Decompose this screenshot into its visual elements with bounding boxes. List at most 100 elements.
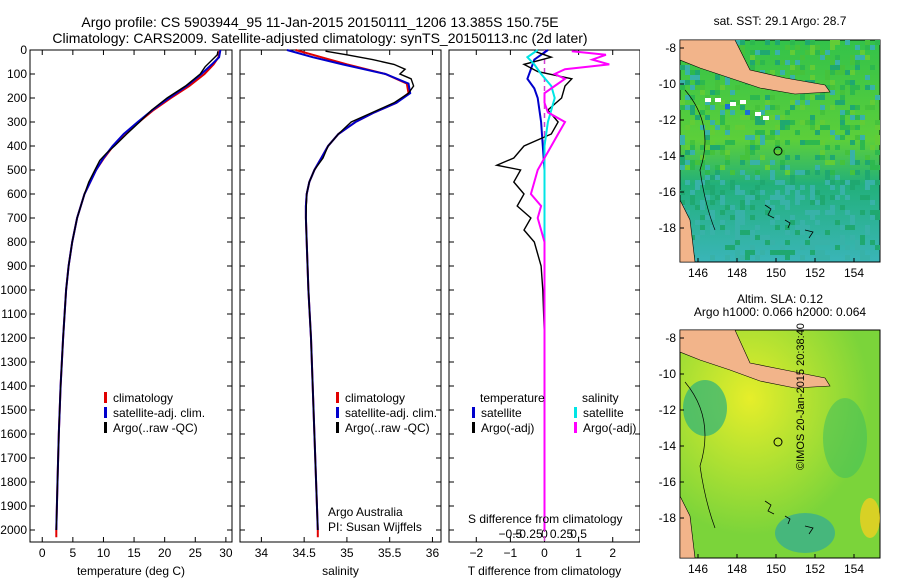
- sst-pixel: [840, 95, 845, 100]
- sst-pixel: [840, 190, 845, 195]
- sst-pixel: [810, 125, 815, 130]
- sla-low-west: [683, 380, 727, 436]
- sst-pixel: [860, 240, 865, 245]
- sst-pixel: [680, 135, 685, 140]
- sst-pixel: [845, 180, 850, 185]
- sst-pixel: [715, 170, 720, 175]
- sst-pixel: [690, 85, 695, 90]
- sst-pixel: [785, 190, 790, 195]
- sst-pixel: [720, 220, 725, 225]
- sst-pixel: [825, 70, 830, 75]
- sst-pixel: [725, 230, 730, 235]
- sst-pixel: [870, 105, 875, 110]
- sst-pixel: [715, 195, 720, 200]
- sst-pixel: [695, 160, 700, 165]
- sst-pixel: [820, 95, 825, 100]
- sst-cool-pixel: [725, 104, 730, 109]
- sst-pixel: [840, 90, 845, 95]
- x-axis-label: temperature (deg C): [77, 564, 185, 578]
- sst-pixel: [785, 155, 790, 160]
- legend-satellite-swatch: [336, 407, 339, 418]
- sst-pixel: [730, 140, 735, 145]
- sst-pixel: [825, 180, 830, 185]
- x-axis-label: T difference from climatology: [468, 564, 622, 578]
- sst-pixel: [790, 40, 795, 45]
- sst-pixel: [720, 100, 725, 105]
- sst-pixel: [745, 175, 750, 180]
- sst-pixel: [815, 220, 820, 225]
- sst-pixel: [690, 70, 695, 75]
- sst-pixel: [800, 220, 805, 225]
- sst-pixel: [820, 200, 825, 205]
- sst-pixel: [815, 130, 820, 135]
- y-tick-label: 500: [7, 163, 27, 177]
- sst-pixel: [810, 190, 815, 195]
- sst-pixel: [710, 150, 715, 155]
- legend-climatology-label: climatology: [113, 391, 174, 405]
- sst-pixel: [765, 210, 770, 215]
- profile-charts: 0100200300400500600700800900100011001200…: [0, 43, 640, 578]
- sst-pixel: [815, 240, 820, 245]
- sst-pixel: [820, 105, 825, 110]
- sst-pixel: [705, 115, 710, 120]
- sst-pixel: [735, 235, 740, 240]
- sst-pixel: [855, 115, 860, 120]
- sst-pixel: [775, 40, 780, 45]
- sst-pixel: [740, 45, 745, 50]
- sst-pixel: [745, 135, 750, 140]
- sst-pixel: [810, 195, 815, 200]
- x-tick-label: 154: [844, 266, 864, 280]
- sst-pixel: [875, 125, 880, 130]
- sst-pixel: [770, 250, 775, 255]
- sst-pixel: [735, 220, 740, 225]
- sst-pixel: [775, 115, 780, 120]
- sst-pixel: [755, 175, 760, 180]
- png-landmass: [679, 39, 831, 95]
- x-tick-label: 152: [805, 266, 825, 280]
- sst-pixel: [750, 65, 755, 70]
- sst-pixel: [695, 180, 700, 185]
- x-tick-label: 35: [340, 546, 354, 560]
- sst-pixel: [705, 165, 710, 170]
- sst-pixel: [700, 80, 705, 85]
- figure-title-line1: Argo profile: CS 5903944_95 11-Jan-2015 …: [81, 14, 559, 30]
- sst-pixel: [775, 130, 780, 135]
- annotation-line2: PI: Susan Wijffels: [328, 520, 422, 534]
- sst-pixel: [745, 195, 750, 200]
- sst-pixel: [785, 170, 790, 175]
- sst-pixel: [795, 130, 800, 135]
- sst-pixel: [770, 205, 775, 210]
- sst-axes: 146 148 150 152 154 -8 -10 -12 -14 -16 -18: [659, 41, 865, 280]
- salinity-legend: climatology satellite-adj. clim. Argo(..…: [336, 391, 437, 436]
- sst-pixel: [875, 245, 880, 250]
- sst-pixel: [785, 205, 790, 210]
- plot-frame: [29, 49, 233, 543]
- sst-pixel: [795, 100, 800, 105]
- sst-pixel: [820, 240, 825, 245]
- sst-pixel: [760, 50, 765, 55]
- sst-pixel: [710, 190, 715, 195]
- y-tick-label: 200: [7, 91, 27, 105]
- sst-pixel: [755, 160, 760, 165]
- sst-pixel: [715, 75, 720, 80]
- sst-pixel: [715, 85, 720, 90]
- sst-pixel: [850, 170, 855, 175]
- sst-pixel: [720, 145, 725, 150]
- y-tick-label: -8: [665, 331, 676, 345]
- sst-pixel: [765, 200, 770, 205]
- x-tick-label: 10: [97, 546, 111, 560]
- sst-pixel: [755, 195, 760, 200]
- sst-pixel: [815, 170, 820, 175]
- sst-pixel: [860, 235, 865, 240]
- sst-pixel: [705, 105, 710, 110]
- sst-pixel: [690, 110, 695, 115]
- sst-pixel: [790, 50, 795, 55]
- sst-pixel: [820, 50, 825, 55]
- sst-pixel: [870, 165, 875, 170]
- sst-pixel: [835, 175, 840, 180]
- legend-label: Argo(-adj): [583, 421, 637, 435]
- sst-map-title: sat. SST: 29.1 Argo: 28.7: [713, 14, 847, 28]
- sst-cool-pixel: [745, 110, 750, 115]
- sst-pixel: [730, 110, 735, 115]
- sst-pixel: [860, 135, 865, 140]
